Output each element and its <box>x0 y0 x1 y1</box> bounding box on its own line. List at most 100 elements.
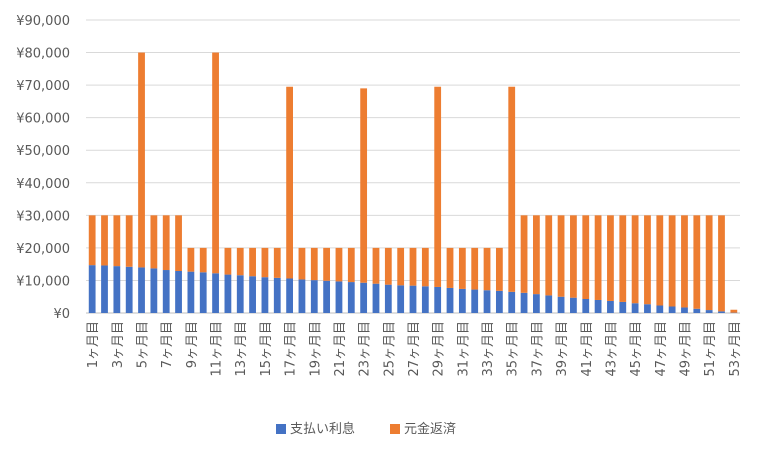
bar-interest <box>273 277 281 313</box>
legend-swatch-interest <box>276 424 286 434</box>
bar-interest <box>88 265 96 313</box>
bar-principal <box>236 247 244 276</box>
x-tick-label: 29ヶ月目 <box>432 321 447 377</box>
bar-principal <box>619 215 627 302</box>
bar-interest <box>113 266 121 313</box>
bar-interest <box>335 281 343 313</box>
bar-interest <box>236 275 244 313</box>
x-tick-label: 23ヶ月目 <box>358 321 373 377</box>
x-tick-label: 49ヶ月目 <box>678 321 693 377</box>
bar-interest <box>175 271 182 313</box>
bar-interest <box>471 289 479 313</box>
bar-interest <box>594 299 602 313</box>
bar-interest <box>607 300 614 313</box>
x-tick-label: 43ヶ月目 <box>604 321 619 377</box>
y-tick-label: ¥0 <box>53 307 70 322</box>
bar-principal <box>249 247 256 277</box>
y-tick-label: ¥90,000 <box>16 14 70 29</box>
x-tick-label: 11ヶ月目 <box>210 321 225 377</box>
bar-interest <box>483 290 491 313</box>
bar-interest <box>557 296 565 313</box>
x-tick-label: 33ヶ月目 <box>481 321 496 377</box>
bar-principal <box>681 215 688 308</box>
bar-principal <box>644 215 651 305</box>
x-axis-tick-labels: 1ヶ月目 3ヶ月目 5ヶ月目 7ヶ月目 9ヶ月目 11ヶ月目 13ヶ月目 15ヶ月目 17ヶ月目… <box>86 321 743 377</box>
y-tick-label: ¥10,000 <box>16 274 70 289</box>
y-tick-label: ¥60,000 <box>16 112 70 127</box>
x-tick-label: 31ヶ月目 <box>456 321 471 377</box>
y-tick-label: ¥30,000 <box>16 209 70 224</box>
bar-principal <box>347 247 355 283</box>
bar-principal <box>705 215 713 311</box>
x-tick-label: 35ヶ月目 <box>506 321 521 377</box>
bar-principal <box>125 215 133 267</box>
bar-interest <box>212 273 219 313</box>
bar-principal <box>607 215 614 301</box>
bar-interest <box>199 272 207 313</box>
x-tick-label: 21ヶ月目 <box>333 321 348 377</box>
bar-principal <box>582 215 590 300</box>
x-tick-label: 13ヶ月目 <box>234 321 249 377</box>
bar-principal <box>421 247 429 287</box>
bar-principal <box>458 247 466 289</box>
x-tick-label: 7ヶ月目 <box>160 321 175 368</box>
x-tick-label: 3ヶ月目 <box>111 321 126 368</box>
bar-interest <box>656 305 664 313</box>
bar-interest <box>458 288 466 313</box>
x-tick-label: 9ヶ月目 <box>185 321 200 368</box>
bar-principal <box>113 215 121 267</box>
bar-principal <box>594 215 602 300</box>
bar-interest <box>495 290 503 313</box>
x-tick-label: 19ヶ月目 <box>308 321 323 377</box>
bar-principal <box>718 215 725 312</box>
bar-principal <box>631 215 639 304</box>
bar-interest <box>150 268 158 313</box>
x-tick-label: 47ヶ月目 <box>654 321 669 377</box>
bar-interest <box>545 295 553 313</box>
bar-principal <box>199 247 207 273</box>
bar-interest <box>508 291 516 313</box>
bar-principal <box>409 247 417 286</box>
bar-interest <box>286 278 293 313</box>
bar-principal <box>372 247 380 284</box>
legend-label-interest: 支払い利息 <box>290 421 355 437</box>
bar-principal <box>508 86 516 292</box>
bar-principal <box>656 215 664 306</box>
bar-principal <box>570 215 577 298</box>
bar-interest <box>384 284 392 313</box>
bar-interest <box>397 285 405 313</box>
bar-principal <box>273 247 281 278</box>
bar-interest <box>360 282 368 313</box>
bar-interest <box>718 311 725 313</box>
bar-interest <box>434 286 442 313</box>
bar-principal <box>175 215 182 272</box>
bar-principal <box>434 86 442 287</box>
bar-interest <box>705 310 713 313</box>
bars <box>88 52 738 313</box>
bar-principal <box>483 247 491 291</box>
gridlines <box>86 19 740 314</box>
bar-principal <box>471 247 479 290</box>
bar-principal <box>446 247 454 288</box>
bar-interest <box>249 276 256 313</box>
bar-principal <box>310 247 318 281</box>
bar-interest <box>310 280 318 313</box>
x-tick-label: 53ヶ月目 <box>728 321 743 377</box>
bar-interest <box>631 303 639 313</box>
bar-principal <box>557 215 565 297</box>
bar-interest <box>520 292 528 313</box>
bar-interest <box>224 274 232 313</box>
bar-interest <box>187 271 195 313</box>
x-tick-label: 51ヶ月目 <box>703 321 718 377</box>
x-tick-label: 25ヶ月目 <box>382 321 397 377</box>
bar-interest <box>446 287 454 313</box>
bar-interest <box>347 282 355 313</box>
bar-principal <box>224 247 232 275</box>
bar-principal <box>545 215 553 296</box>
bar-principal <box>286 86 293 279</box>
bar-interest <box>668 306 676 313</box>
bar-interest <box>619 301 627 313</box>
bar-interest <box>162 270 170 313</box>
bar-interest <box>409 285 417 313</box>
y-axis-tick-labels: ¥0 ¥10,000 ¥20,000 ¥30,000 ¥40,000 ¥50,000 ¥60… <box>16 14 70 322</box>
